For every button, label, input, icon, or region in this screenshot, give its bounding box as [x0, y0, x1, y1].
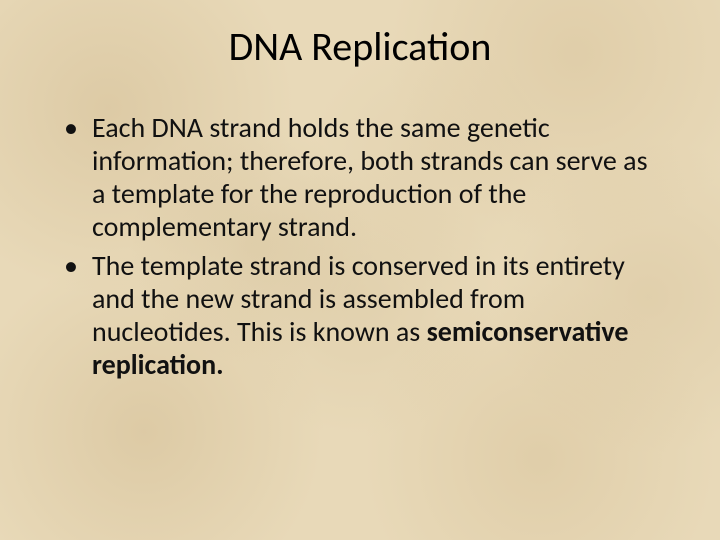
list-item: Each DNA strand holds the same genetic i… — [56, 111, 664, 243]
list-item: The template strand is conserved in its … — [56, 249, 664, 381]
bullet-text: Each DNA strand holds the same genetic i… — [92, 110, 648, 244]
bullet-list: Each DNA strand holds the same genetic i… — [56, 111, 664, 381]
slide-title: DNA Replication — [56, 22, 664, 71]
slide: DNA Replication Each DNA strand holds th… — [0, 0, 720, 540]
